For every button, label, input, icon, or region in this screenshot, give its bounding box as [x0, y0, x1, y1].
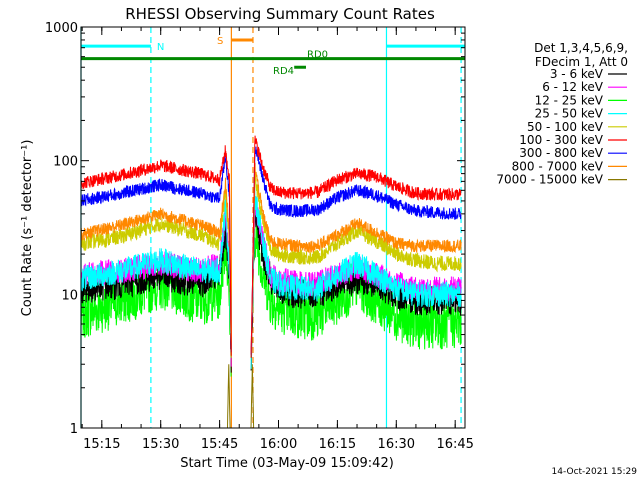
y-tick-label-1: 10 — [61, 288, 78, 303]
flag-label-0: N — [157, 42, 164, 53]
y-tick-label-2: 100 — [53, 155, 78, 170]
series-line-5 — [80, 135, 462, 358]
legend-header-1: FDecim 1, Att 0 — [535, 55, 628, 69]
x-tick-label-0: 15:15 — [83, 437, 120, 452]
chart-title: RHESSI Observing Summary Count Rates — [125, 5, 435, 23]
x-tick-label-5: 16:30 — [378, 437, 415, 452]
x-tick-label-2: 15:45 — [201, 437, 238, 452]
x-tick-label-3: 16:00 — [260, 437, 297, 452]
series-line-4 — [80, 172, 462, 356]
legend-header-0: Det 1,3,4,5,6,9, — [534, 41, 628, 55]
series-line-7 — [80, 162, 462, 358]
legend-label-3: 25 - 50 keV — [535, 107, 604, 121]
flag-label-3: RD0 — [307, 50, 328, 61]
legend-label-8: 7000 - 15000 keV — [496, 173, 603, 187]
series-line-3 — [80, 188, 462, 369]
legend-label-2: 12 - 25 keV — [535, 93, 604, 107]
y-tick-label-0: 1 — [70, 422, 78, 437]
legend-label-0: 3 - 6 keV — [550, 67, 604, 81]
plot-frame — [80, 26, 466, 429]
x-tick-label-4: 16:15 — [319, 437, 356, 452]
y-axis-label: Count Rate (s⁻¹ detector⁻¹) — [20, 140, 35, 317]
x-axis-label: Start Time (03-May-09 15:09:42) — [180, 456, 394, 471]
legend-label-6: 300 - 800 keV — [519, 146, 603, 160]
legend-label-1: 6 - 12 keV — [542, 80, 604, 94]
legend-label-7: 800 - 7000 keV — [512, 159, 604, 173]
legend-label-4: 50 - 100 keV — [527, 120, 604, 134]
flag-label-4: RD4 — [273, 66, 294, 77]
series-line-6 — [80, 146, 462, 355]
x-tick-label-6: 16:45 — [436, 437, 473, 452]
y-tick-label-3: 1000 — [45, 21, 78, 36]
x-tick-label-1: 15:30 — [142, 437, 179, 452]
flag-label-2: S — [217, 36, 223, 47]
legend-label-5: 100 - 300 keV — [519, 133, 603, 147]
timestamp: 14-Oct-2021 15:29 — [552, 467, 638, 477]
